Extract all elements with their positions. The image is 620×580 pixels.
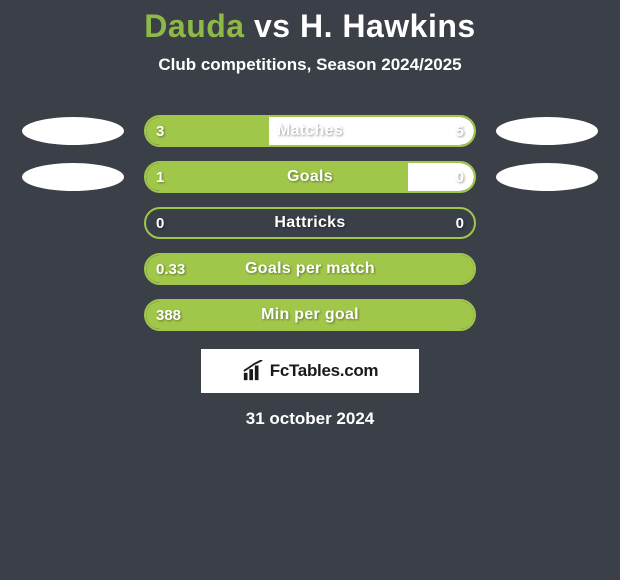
stats-rows: 35Matches 10Goals 00Hattricks 0.33Goals per…	[0, 115, 620, 331]
stat-label: Min per goal	[146, 301, 474, 329]
player2-marker	[496, 117, 598, 145]
stat-label: Goals	[146, 163, 474, 191]
stat-row: 388Min per goal	[0, 299, 620, 331]
logo-text: FcTables.com	[270, 361, 379, 381]
stat-label: Matches	[146, 117, 474, 145]
player2-name: H. Hawkins	[300, 8, 476, 44]
stat-bar: 00Hattricks	[144, 207, 476, 239]
spacer	[496, 301, 598, 329]
player1-name: Dauda	[144, 8, 244, 44]
stat-row: 10Goals	[0, 161, 620, 193]
stat-row: 00Hattricks	[0, 207, 620, 239]
vs-text: vs	[254, 8, 291, 44]
title: Dauda vs H. Hawkins	[0, 8, 620, 45]
comparison-card: Dauda vs H. Hawkins Club competitions, S…	[0, 0, 620, 429]
spacer	[22, 301, 124, 329]
stat-label: Hattricks	[146, 209, 474, 237]
spacer	[496, 255, 598, 283]
logo-chart-icon	[242, 360, 264, 382]
stat-bar: 35Matches	[144, 115, 476, 147]
spacer	[496, 209, 598, 237]
stat-row: 0.33Goals per match	[0, 253, 620, 285]
stat-bar: 0.33Goals per match	[144, 253, 476, 285]
spacer	[22, 209, 124, 237]
stat-bar: 388Min per goal	[144, 299, 476, 331]
subtitle: Club competitions, Season 2024/2025	[0, 55, 620, 75]
stat-bar: 10Goals	[144, 161, 476, 193]
player1-marker	[22, 117, 124, 145]
player1-marker	[22, 163, 124, 191]
date: 31 october 2024	[0, 409, 620, 429]
stat-row: 35Matches	[0, 115, 620, 147]
spacer	[22, 255, 124, 283]
logo-box: FcTables.com	[201, 349, 419, 393]
stat-label: Goals per match	[146, 255, 474, 283]
player2-marker	[496, 163, 598, 191]
